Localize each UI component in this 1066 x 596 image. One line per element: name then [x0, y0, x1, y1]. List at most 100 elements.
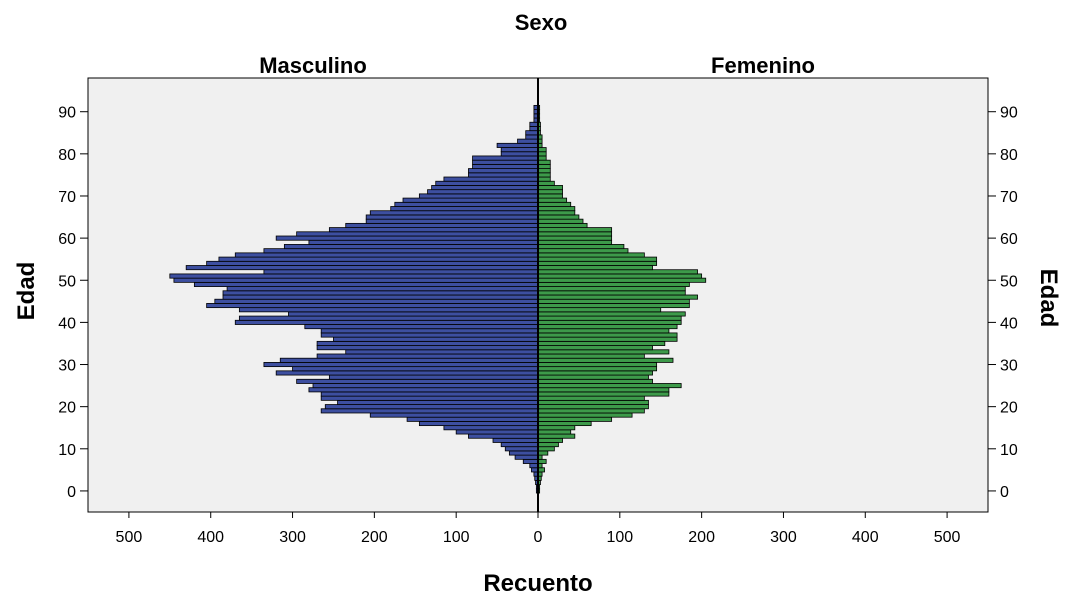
bar-female	[537, 231, 613, 237]
bar-female	[537, 319, 682, 325]
bar-male	[517, 138, 539, 144]
bar-male	[522, 458, 539, 464]
bar-male	[390, 206, 539, 212]
bar-female	[537, 374, 649, 380]
y-tick-label-right: 50	[1000, 273, 1018, 290]
bar-male	[320, 408, 539, 414]
bar-male	[328, 227, 539, 233]
bar-female	[537, 408, 645, 414]
bar-female	[537, 189, 563, 195]
bar-female	[537, 421, 592, 427]
bar-male	[525, 134, 539, 140]
bar-male	[312, 383, 539, 389]
bar-male	[500, 147, 539, 153]
y-tick-label-right: 40	[1000, 315, 1018, 332]
male-bars	[169, 104, 539, 494]
bar-female	[537, 446, 555, 452]
y-tick-label-right: 10	[1000, 442, 1018, 459]
bar-male	[206, 303, 539, 309]
y-tick-label-left: 40	[58, 315, 76, 332]
bar-female	[537, 303, 690, 309]
bar-male	[369, 210, 539, 216]
bar-female	[537, 357, 674, 363]
bar-male	[308, 239, 539, 245]
bar-female	[537, 437, 563, 443]
bar-female	[537, 336, 678, 342]
female-panel-label: Femenino	[711, 53, 815, 78]
bar-male	[435, 180, 539, 186]
bar-female	[537, 185, 563, 191]
bar-female	[537, 269, 698, 275]
bar-male	[418, 421, 539, 427]
x-tick-label: 300	[279, 529, 306, 546]
bar-male	[402, 197, 539, 203]
bar-female	[537, 332, 678, 338]
bar-male	[292, 366, 539, 372]
bar-female	[537, 286, 686, 292]
bar-female	[537, 260, 658, 266]
bar-male	[431, 185, 539, 191]
bar-male	[525, 130, 539, 136]
bar-female	[537, 201, 572, 207]
bar-female	[537, 172, 551, 178]
bar-female	[537, 387, 670, 393]
bar-female	[537, 206, 576, 212]
bar-male	[337, 399, 539, 405]
y-axis-label-left: Edad	[13, 262, 40, 321]
bar-female	[537, 180, 555, 186]
bar-male	[418, 193, 539, 199]
bar-male	[365, 214, 539, 220]
bar-female	[537, 370, 653, 376]
x-tick-label: 100	[606, 529, 633, 546]
bar-male	[345, 222, 539, 228]
bar-male	[234, 319, 539, 325]
bar-female	[537, 349, 670, 355]
bar-female	[537, 442, 559, 448]
bar-male	[529, 463, 539, 469]
bar-female	[537, 193, 563, 199]
bar-male	[296, 231, 539, 237]
x-axis-label: Recuento	[483, 570, 592, 596]
bar-female	[537, 298, 690, 304]
bar-male	[185, 265, 539, 271]
bar-male	[468, 168, 539, 174]
y-tick-label-right: 70	[1000, 189, 1018, 206]
bar-female	[537, 395, 645, 401]
bar-male	[238, 315, 539, 321]
bar-male	[324, 404, 539, 410]
bar-female	[537, 239, 613, 245]
bar-female	[537, 290, 686, 296]
bar-female	[537, 311, 686, 317]
bar-female	[537, 277, 707, 283]
bar-female	[537, 252, 645, 258]
bar-male	[514, 454, 539, 460]
y-tick-label-left: 80	[58, 147, 76, 164]
bar-female	[537, 324, 678, 330]
bar-male	[500, 151, 539, 157]
bar-male	[234, 252, 539, 258]
bar-male	[316, 353, 539, 359]
y-tick-label-left: 90	[58, 105, 76, 122]
y-tick-label-right: 60	[1000, 231, 1018, 248]
bar-female	[537, 176, 551, 182]
y-tick-label-right: 90	[1000, 105, 1018, 122]
y-tick-label-left: 10	[58, 442, 76, 459]
bar-male	[492, 437, 539, 443]
bar-male	[406, 416, 539, 422]
bar-female	[537, 412, 633, 418]
bar-female	[537, 155, 547, 161]
bar-male	[193, 281, 539, 287]
bar-male	[222, 290, 539, 296]
bar-male	[304, 324, 539, 330]
y-tick-label-left: 70	[58, 189, 76, 206]
x-tick-label: 100	[443, 529, 470, 546]
bar-male	[320, 328, 539, 334]
bar-male	[320, 395, 539, 401]
bar-male	[275, 235, 539, 241]
bar-male	[279, 357, 539, 363]
x-tick-label: 300	[770, 529, 797, 546]
bar-male	[472, 163, 539, 169]
bar-male	[443, 176, 539, 182]
bar-female	[537, 416, 613, 422]
